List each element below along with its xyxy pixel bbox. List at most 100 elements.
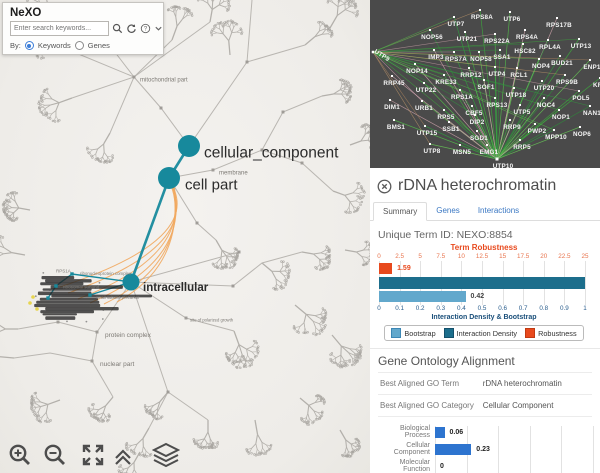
gene-node[interactable] (589, 59, 591, 61)
zoom-in-button[interactable] (7, 442, 33, 468)
gene-node-label[interactable]: DIP2 (470, 119, 485, 126)
gene-node[interactable] (519, 139, 521, 141)
gene-node[interactable] (448, 121, 450, 123)
gene-node[interactable] (513, 87, 515, 89)
gene-node[interactable] (522, 43, 524, 45)
gene-node[interactable] (589, 105, 591, 107)
ontology-small-label[interactable]: RPS1A (56, 269, 71, 274)
gene-node-label[interactable]: ENP1 (583, 64, 600, 71)
close-icon[interactable] (377, 179, 392, 194)
gene-node-label[interactable]: SOF1 (477, 84, 495, 91)
gene-node-label[interactable]: UTP22 (416, 87, 437, 94)
gene-node-label[interactable]: RRP5 (513, 144, 531, 151)
gene-node-label[interactable]: UTP20 (534, 85, 555, 92)
gene-node[interactable] (494, 66, 496, 68)
ontology-term-label[interactable]: cell part (185, 176, 238, 193)
layers-button[interactable] (152, 442, 180, 468)
gene-node-label[interactable]: UTP10 (493, 163, 514, 168)
gene-node-label[interactable]: RPS7A (445, 56, 467, 63)
gene-node-label[interactable]: UTP5 (514, 109, 531, 116)
gene-node-label[interactable]: HSC82 (514, 48, 536, 55)
gene-node[interactable] (541, 80, 543, 82)
gene-subnetwork-canvas[interactable]: RPS8A UTP6 UTP7 RPS17B NOP56 UTP21 RPS22A RPS4A… (370, 0, 600, 168)
ontology-term-node[interactable] (122, 273, 140, 291)
ontology-small-label[interactable]: protein complex (105, 332, 152, 339)
gene-node-label[interactable]: NOP6 (573, 131, 591, 138)
gene-node[interactable] (495, 157, 499, 161)
gene-node-label[interactable]: RPS8A (471, 14, 493, 21)
gene-node-label[interactable]: DIM1 (384, 104, 400, 111)
gene-node-label[interactable]: UTP13 (571, 43, 592, 50)
gene-node-label[interactable]: MSN5 (453, 149, 472, 156)
gene-node-label[interactable]: NOP56 (421, 34, 443, 41)
refresh-icon[interactable] (126, 23, 137, 34)
gene-node[interactable] (494, 33, 496, 35)
gene-node[interactable] (453, 16, 455, 18)
search-icon[interactable] (112, 23, 123, 34)
gene-node[interactable] (483, 79, 485, 81)
gene-node[interactable] (556, 17, 558, 19)
gene-node[interactable] (393, 119, 395, 121)
gene-node[interactable] (443, 109, 445, 111)
gene-node[interactable] (559, 55, 561, 57)
collapse-button[interactable] (114, 448, 132, 466)
gene-node-label[interactable]: SSA1 (493, 54, 511, 61)
ontology-small-label[interactable]: small subunit precursor (96, 295, 140, 300)
gene-node-label[interactable]: RPS9B (556, 79, 578, 86)
gene-node[interactable] (453, 51, 455, 53)
gene-node-label[interactable]: RPL4A (539, 44, 561, 51)
gene-node[interactable] (524, 29, 526, 31)
ontology-small-label[interactable]: membrane (219, 171, 248, 177)
gene-node-label[interactable]: URB1 (415, 105, 433, 112)
gene-node[interactable] (476, 130, 478, 132)
zoom-out-button[interactable] (42, 442, 68, 468)
gene-node-label[interactable]: UTP6 (504, 16, 521, 23)
gene-node[interactable] (371, 50, 375, 54)
gene-node[interactable] (459, 144, 461, 146)
gene-node[interactable] (494, 97, 496, 99)
gene-node-label[interactable]: MPP10 (545, 134, 567, 141)
search-input[interactable] (10, 21, 109, 36)
gene-node[interactable] (479, 9, 481, 11)
ontology-small-label[interactable]: nuclear part (100, 361, 135, 368)
gene-node[interactable] (558, 109, 560, 111)
gene-node[interactable] (553, 129, 555, 131)
gene-node[interactable] (423, 82, 425, 84)
gene-node-label[interactable]: RPS13 (487, 102, 508, 109)
gene-node-label[interactable]: KRR1 (593, 82, 600, 89)
gene-node[interactable] (391, 75, 393, 77)
gene-node-label[interactable]: RRP45 (383, 80, 405, 87)
ontology-term-node[interactable] (158, 167, 180, 189)
gene-node[interactable] (578, 38, 580, 40)
gene-node-label[interactable]: RPS1A (451, 94, 473, 101)
gene-node-label[interactable]: NOC4 (537, 102, 556, 109)
gene-node-label[interactable]: UTP4 (489, 71, 506, 78)
gene-node[interactable] (429, 143, 431, 145)
gene-node-label[interactable]: NAN1 (583, 110, 600, 117)
tab-genes[interactable]: Genes (436, 206, 460, 215)
gene-node[interactable] (443, 74, 445, 76)
gene-node-label[interactable]: PWP2 (528, 128, 547, 135)
gene-node[interactable] (424, 125, 426, 127)
gene-node[interactable] (471, 105, 473, 107)
gene-node[interactable] (474, 114, 476, 116)
ontology-term-label[interactable]: cellular_component (204, 145, 339, 162)
ontology-small-label[interactable]: mitochondrial part (140, 78, 188, 84)
gene-node-label[interactable]: UTP8 (424, 148, 441, 155)
ontology-term-label[interactable]: intracellular (143, 282, 209, 294)
ontology-term-node[interactable] (178, 135, 200, 157)
gene-node[interactable] (519, 104, 521, 106)
gene-node[interactable] (509, 11, 511, 13)
gene-node-label[interactable]: KRE33 (435, 79, 457, 86)
gene-node[interactable] (468, 67, 470, 69)
gene-node[interactable] (499, 49, 501, 51)
gene-node-label[interactable]: NOP4 (532, 63, 550, 70)
tab-interactions[interactable]: Interactions (477, 206, 520, 215)
gene-node[interactable] (433, 49, 435, 51)
gene-node[interactable] (578, 90, 580, 92)
radio-genes[interactable] (74, 41, 84, 50)
gene-node[interactable] (414, 63, 416, 65)
gene-node[interactable] (509, 119, 511, 121)
